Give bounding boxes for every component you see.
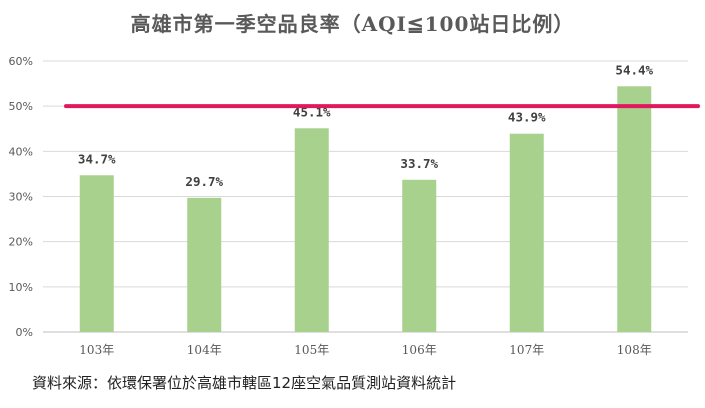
y-tick-label: 10% <box>9 281 33 294</box>
x-tick-label: 107年 <box>509 343 544 357</box>
y-tick-label: 50% <box>9 100 33 113</box>
bar <box>402 179 437 332</box>
y-tick-label: 20% <box>9 236 33 249</box>
source-note: 資料來源：依環保署位於高雄市轄區12座空氣品質測站資料統計 <box>32 374 457 392</box>
data-label: 43.9% <box>508 110 546 125</box>
data-label: 54.4% <box>615 62 653 77</box>
x-tick-label: 108年 <box>617 343 652 357</box>
data-label: 29.7% <box>185 174 223 189</box>
bar <box>617 86 652 332</box>
bar <box>187 197 222 332</box>
data-label: 33.7% <box>400 156 438 171</box>
bar <box>79 175 114 332</box>
x-tick-label: 105年 <box>294 343 329 357</box>
bars <box>79 86 652 332</box>
x-tick-label: 104年 <box>187 343 222 357</box>
y-tick-label: 0% <box>16 326 33 339</box>
y-tick-label: 40% <box>9 145 33 158</box>
y-axis-ticks: 0% 10% 20% 30% 40% 50% 60% <box>9 55 33 339</box>
gridlines <box>43 60 688 333</box>
bar <box>294 128 329 332</box>
data-label: 34.7% <box>78 151 116 166</box>
x-tick-label: 106年 <box>402 343 437 357</box>
bar <box>509 133 544 332</box>
y-tick-label: 30% <box>9 191 33 204</box>
x-axis-ticks: 103年 104年 105年 106年 107年 108年 <box>79 343 651 357</box>
chart-title: 高雄市第一季空品良率（AQI≦100站日比例） <box>130 12 575 36</box>
y-tick-label: 60% <box>9 55 33 68</box>
x-tick-label: 103年 <box>79 343 114 357</box>
data-labels: 34.7%29.7%45.1%33.7%43.9%54.4% <box>78 62 654 189</box>
